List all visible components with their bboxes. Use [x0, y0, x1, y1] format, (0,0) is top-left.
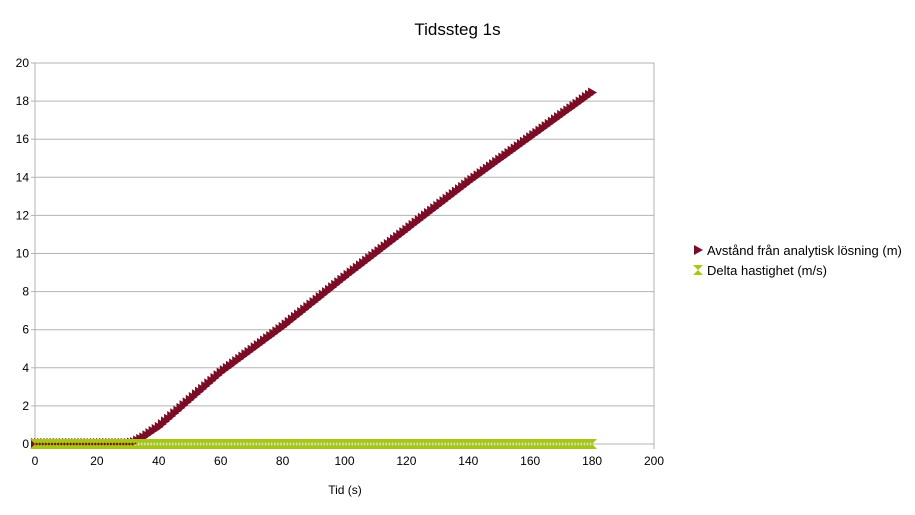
plot-frame — [34, 62, 655, 445]
y-tick-label: 8 — [22, 285, 29, 299]
x-tick-label: 40 — [152, 454, 166, 468]
triangle-right-marker-icon — [692, 244, 704, 256]
delta-hastighet-point — [54, 439, 65, 449]
chart-title: Tidssteg 1s — [414, 20, 501, 39]
y-tick-label: 14 — [16, 170, 30, 184]
x-tick-label: 0 — [32, 454, 39, 468]
x-tick-label: 180 — [582, 454, 602, 468]
delta-hastighet-point — [122, 439, 133, 449]
x-tick-label: 140 — [458, 454, 478, 468]
x-tick-label: 20 — [90, 454, 104, 468]
delta-hastighet-point — [119, 439, 130, 449]
x-tick-label: 200 — [644, 454, 664, 468]
y-tick-labels: 0 2 4 6 8 10 12 14 16 18 20 — [16, 56, 30, 451]
y-tick-label: 4 — [22, 361, 29, 375]
axes — [34, 62, 655, 445]
x-axis-label: Tid (s) — [328, 483, 362, 497]
x-tick-label: 100 — [334, 454, 354, 468]
x-tick-label: 80 — [276, 454, 290, 468]
x-tick-label: 120 — [396, 454, 416, 468]
x-tick-label: 160 — [520, 454, 540, 468]
series-delta-hastighet — [30, 439, 598, 449]
y-tick-label: 20 — [16, 56, 30, 70]
series-avstand — [31, 87, 598, 449]
x-tick-label: 60 — [214, 454, 228, 468]
delta-hastighet-point — [587, 439, 598, 449]
x-tick-labels: 0 20 40 60 80 100 120 140 160 180 200 — [32, 454, 665, 468]
y-tick-label: 6 — [22, 323, 29, 337]
y-tick-label: 10 — [16, 247, 30, 261]
avstand-point — [588, 87, 598, 98]
legend-item-avstand: Avstånd från analytisk lösning (m) — [692, 240, 902, 260]
y-tick-label: 2 — [22, 399, 29, 413]
y-tick-label: 0 — [22, 437, 29, 451]
legend: Avstånd från analytisk lösning (m) Delta… — [692, 240, 902, 280]
legend-label-delta-hastighet: Delta hastighet (m/s) — [707, 262, 827, 278]
grid-lines — [31, 62, 655, 449]
legend-label-avstand: Avstånd från analytisk lösning (m) — [707, 242, 902, 258]
hourglass-marker-icon — [692, 264, 704, 276]
y-tick-label: 16 — [16, 132, 30, 146]
y-tick-label: 12 — [16, 208, 30, 222]
y-tick-label: 18 — [16, 94, 30, 108]
delta-hastighet-point — [57, 439, 68, 449]
legend-item-delta-hastighet: Delta hastighet (m/s) — [692, 260, 902, 280]
